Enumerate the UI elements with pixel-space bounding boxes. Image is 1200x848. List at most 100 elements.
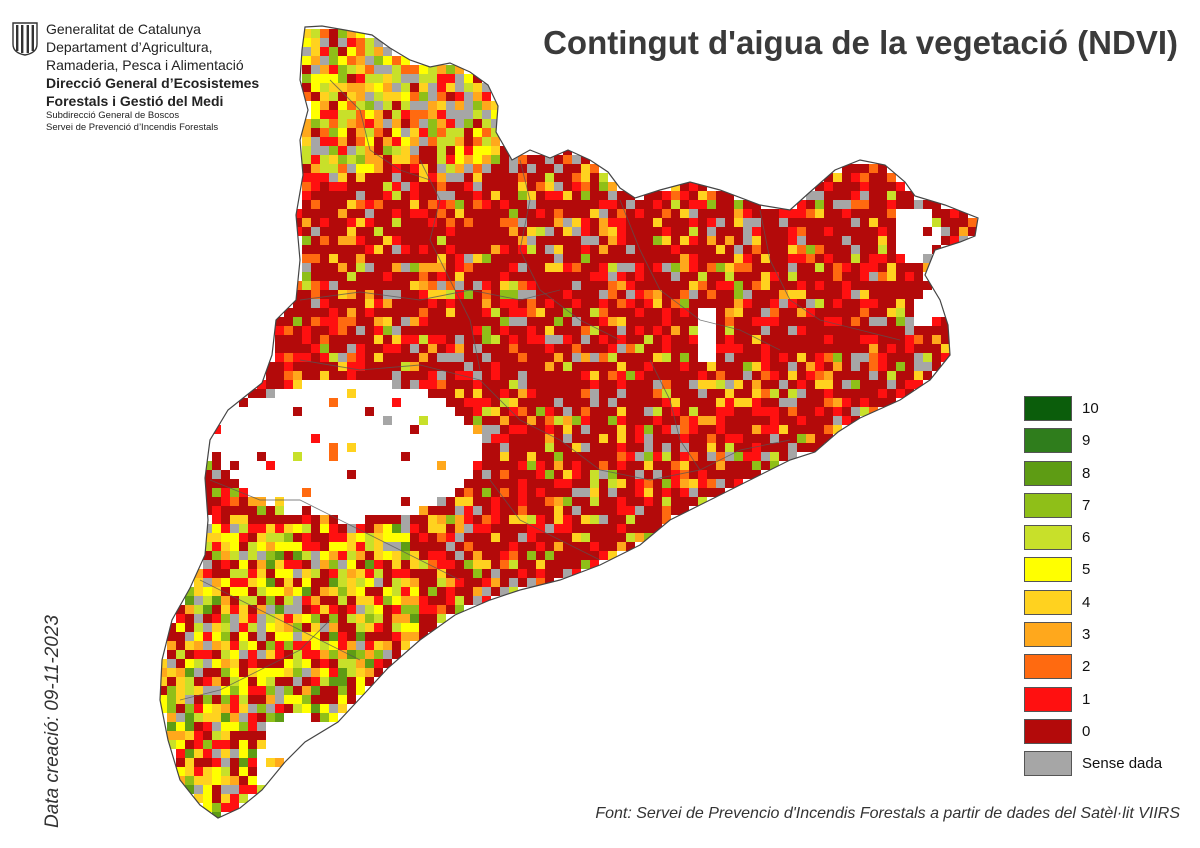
ndvi-cell — [581, 245, 590, 254]
ndvi-cell — [878, 353, 887, 362]
ndvi-cell — [491, 470, 500, 479]
ndvi-cell — [779, 272, 788, 281]
ndvi-cell — [464, 119, 473, 128]
ndvi-cell — [212, 812, 221, 818]
ndvi-cell — [329, 65, 338, 74]
ndvi-cell — [347, 623, 356, 632]
ndvi-cell — [482, 452, 491, 461]
ndvi-cell — [374, 551, 383, 560]
ndvi-cell — [806, 398, 815, 407]
ndvi-cell — [635, 227, 644, 236]
legend-label-1: 1 — [1082, 690, 1091, 708]
ndvi-cell — [860, 236, 869, 245]
ndvi-cell — [446, 281, 455, 290]
ndvi-cell — [689, 245, 698, 254]
ndvi-cell — [320, 56, 329, 65]
ndvi-cell — [599, 299, 608, 308]
ndvi-cell — [644, 227, 653, 236]
ndvi-cell — [671, 398, 680, 407]
legend-label-8: 8 — [1082, 464, 1091, 482]
ndvi-cell — [365, 254, 374, 263]
ndvi-cell — [437, 65, 446, 74]
ndvi-cell — [509, 344, 518, 353]
ndvi-cell — [221, 623, 230, 632]
ndvi-cell — [473, 110, 482, 119]
ndvi-cell — [374, 164, 383, 173]
ndvi-cell — [545, 218, 554, 227]
ndvi-cell — [176, 623, 185, 632]
ndvi-cell — [266, 506, 275, 515]
ndvi-cell — [734, 263, 743, 272]
ndvi-cell — [815, 290, 824, 299]
ndvi-cell — [419, 263, 428, 272]
ndvi-cell — [392, 245, 401, 254]
ndvi-cell — [401, 200, 410, 209]
ndvi-cell — [743, 452, 752, 461]
ndvi-cell — [752, 371, 761, 380]
ndvi-cell — [446, 119, 455, 128]
legend-label-2: 2 — [1082, 658, 1091, 676]
ndvi-cell — [410, 578, 419, 587]
ndvi-cell — [500, 173, 509, 182]
ndvi-cell — [851, 335, 860, 344]
ndvi-cell — [239, 704, 248, 713]
ndvi-cell — [536, 551, 545, 560]
ndvi-cell — [563, 452, 572, 461]
ndvi-cell — [545, 200, 554, 209]
ndvi-cell — [761, 281, 770, 290]
ndvi-cell — [806, 218, 815, 227]
ndvi-cell — [662, 470, 671, 479]
ndvi-cell — [509, 173, 518, 182]
ndvi-cell — [878, 290, 887, 299]
ndvi-cell — [491, 290, 500, 299]
ndvi-cell — [734, 209, 743, 218]
ndvi-cell — [554, 542, 563, 551]
ndvi-cell — [203, 713, 212, 722]
ndvi-cell — [356, 335, 365, 344]
ndvi-cell — [293, 371, 302, 380]
ndvi-cell — [932, 353, 941, 362]
ndvi-cell — [347, 632, 356, 641]
ndvi-cell — [743, 380, 752, 389]
ndvi-cell — [770, 425, 779, 434]
ndvi-cell — [320, 596, 329, 605]
ndvi-cell — [725, 416, 734, 425]
ndvi-cell — [563, 290, 572, 299]
ndvi-cell — [383, 551, 392, 560]
ndvi-cell — [194, 650, 203, 659]
ndvi-cell — [275, 650, 284, 659]
ndvi-cell — [824, 191, 833, 200]
ndvi-cell — [923, 371, 932, 380]
ndvi-cell — [383, 101, 392, 110]
ndvi-cell — [779, 299, 788, 308]
ndvi-cell — [608, 506, 617, 515]
ndvi-cell — [311, 155, 320, 164]
ndvi-cell — [887, 380, 896, 389]
ndvi-cell — [770, 434, 779, 443]
ndvi-cell — [869, 164, 878, 173]
ndvi-cell — [185, 776, 194, 785]
ndvi-cell — [914, 380, 923, 389]
ndvi-cell — [311, 695, 320, 704]
ndvi-cell — [536, 506, 545, 515]
ndvi-cell — [374, 38, 383, 47]
ndvi-cell — [257, 677, 266, 686]
ndvi-cell — [320, 299, 329, 308]
ndvi-cell — [392, 623, 401, 632]
ndvi-cell — [797, 443, 806, 452]
ndvi-cell — [212, 623, 221, 632]
ndvi-cell — [491, 110, 500, 119]
ndvi-cell — [329, 92, 338, 101]
ndvi-cell — [464, 569, 473, 578]
ndvi-cell — [365, 668, 374, 677]
ndvi-cell — [617, 497, 626, 506]
ndvi-cell — [500, 452, 509, 461]
ndvi-cell — [248, 785, 257, 794]
ndvi-cell — [707, 299, 716, 308]
ndvi-cell — [491, 434, 500, 443]
ndvi-cell — [329, 614, 338, 623]
ndvi-cell — [509, 191, 518, 200]
ndvi-cell — [473, 344, 482, 353]
ndvi-cell — [419, 551, 428, 560]
ndvi-cell — [266, 686, 275, 695]
